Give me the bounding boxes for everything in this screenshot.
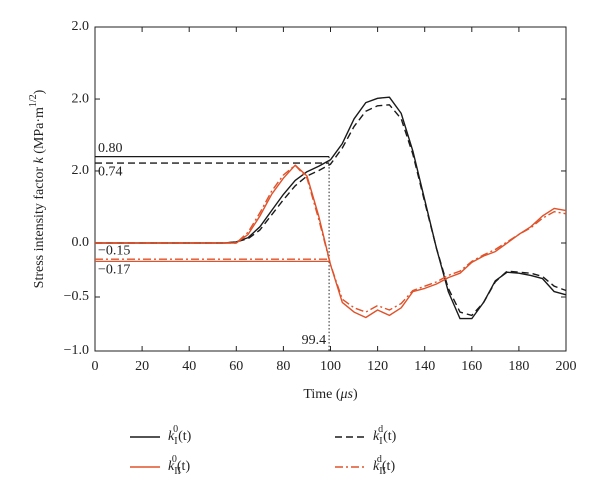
x-tick-label: 200 [556, 359, 577, 374]
series-line [95, 104, 567, 317]
legend-label: kIId(t) [373, 454, 395, 477]
y-tick-label: 0.0 [72, 235, 90, 250]
y-axis-label: Stress intensity factor k (MPa·m1/2) [28, 89, 47, 288]
y-tick-label: 2.0 [72, 163, 90, 178]
legend-base: k [373, 459, 380, 474]
legend-sub: I [174, 436, 177, 447]
reference-hline-label: 0.74 [98, 164, 123, 179]
legend-label: kId(t) [373, 424, 397, 447]
y-tick-label: 2.0 [72, 91, 90, 106]
legend-arg: (t) [382, 459, 396, 474]
x-axis-label-close: ) [353, 387, 358, 402]
legend-arg: (t) [177, 459, 191, 474]
x-tick-label: 0 [92, 359, 99, 374]
legend-sup: 0 [172, 454, 177, 465]
x-tick-label: 180 [508, 359, 529, 374]
reference-hline-label: −0.15 [98, 243, 130, 258]
x-tick-label: 160 [461, 359, 482, 374]
legend-arg: (t) [178, 429, 192, 444]
series-line [95, 164, 567, 313]
reference-hline-label: 0.80 [98, 141, 123, 156]
legend-base: k [168, 459, 175, 474]
x-axis-label-unit: μs [340, 387, 354, 402]
x-tick-label: 20 [135, 359, 149, 374]
y-axis-label-close: ) [32, 89, 47, 94]
y-axis-label-symbol: k [32, 157, 47, 164]
series-line [95, 164, 567, 319]
y-axis-label-text: Stress intensity factor [32, 164, 47, 289]
legend-sub: II [379, 466, 386, 477]
legend-sup: 0 [173, 424, 178, 435]
series-line [95, 96, 567, 320]
x-tick-label: 100 [320, 359, 341, 374]
reference-vline-label: 99.4 [302, 333, 327, 348]
y-tick-label: 2.0 [72, 19, 90, 34]
y-axis-label-sup: 1/2 [28, 94, 39, 107]
legend-arg: (t) [383, 429, 397, 444]
y-axis-label-unit: (MPa·m [32, 107, 47, 157]
legend-sub: II [174, 466, 181, 477]
plot-frame [94, 26, 567, 352]
x-tick-label: 120 [367, 359, 388, 374]
legend-label: kII0(t) [168, 454, 190, 477]
reference-hline-label: −0.17 [98, 263, 130, 278]
y-tick-label: −1.0 [64, 343, 89, 358]
x-tick-label: 140 [414, 359, 435, 374]
x-axis-label-text: Time ( [303, 387, 341, 402]
legend-base: k [168, 429, 175, 444]
legend-label: kI0(t) [168, 424, 192, 447]
legend-base: k [373, 429, 380, 444]
x-tick-label: 60 [229, 359, 243, 374]
y-tick-label: −0.5 [64, 289, 89, 304]
legend-sup: d [377, 454, 382, 465]
x-tick-label: 80 [276, 359, 290, 374]
x-axis-label: Time (μs) [303, 387, 358, 402]
legend-sub: I [379, 436, 382, 447]
legend-sup: d [378, 424, 383, 435]
x-tick-label: 40 [182, 359, 196, 374]
